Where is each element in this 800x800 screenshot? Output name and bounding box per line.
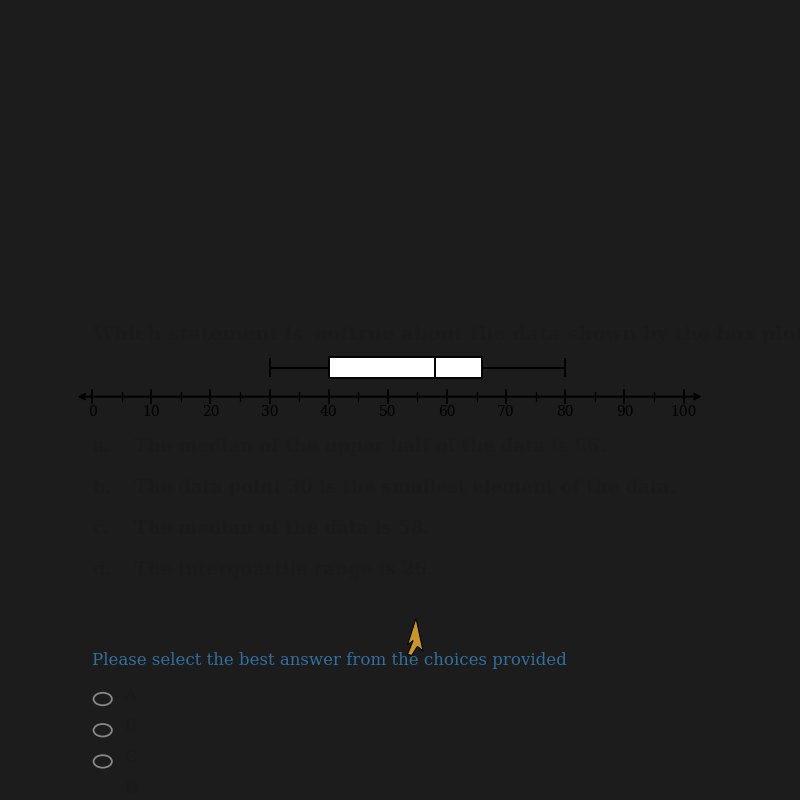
Text: d.: d. — [92, 561, 111, 579]
Bar — [329, 357, 482, 378]
Text: The median of the upper half of the data is 66.: The median of the upper half of the data… — [134, 438, 606, 456]
Text: The interquartile range is 26.: The interquartile range is 26. — [134, 561, 434, 579]
Text: 0: 0 — [88, 406, 97, 419]
Text: true about the data shown by the box plot below?: true about the data shown by the box plo… — [342, 326, 800, 344]
Text: 10: 10 — [142, 406, 160, 419]
Text: Which statement is: Which statement is — [92, 326, 310, 344]
Text: A: A — [124, 686, 136, 704]
Text: 80: 80 — [557, 406, 574, 419]
Text: 100: 100 — [670, 406, 697, 419]
Text: 30: 30 — [261, 406, 278, 419]
Text: not: not — [314, 326, 350, 344]
Text: 40: 40 — [320, 406, 338, 419]
Text: a.: a. — [92, 438, 110, 456]
Text: 50: 50 — [379, 406, 397, 419]
Text: 90: 90 — [616, 406, 633, 419]
Polygon shape — [407, 618, 423, 655]
Text: D: D — [124, 780, 138, 798]
Text: 70: 70 — [498, 406, 515, 419]
Text: b.: b. — [92, 479, 111, 497]
Text: 20: 20 — [202, 406, 219, 419]
Text: c.: c. — [92, 520, 110, 538]
Text: The median of the data is 58.: The median of the data is 58. — [134, 520, 430, 538]
Text: Please select the best answer from the choices provided: Please select the best answer from the c… — [92, 652, 567, 669]
Text: B: B — [124, 718, 136, 735]
Text: 60: 60 — [438, 406, 456, 419]
Text: The data point 30 is the smallest element of the data.: The data point 30 is the smallest elemen… — [134, 479, 677, 497]
Text: C: C — [124, 749, 137, 766]
